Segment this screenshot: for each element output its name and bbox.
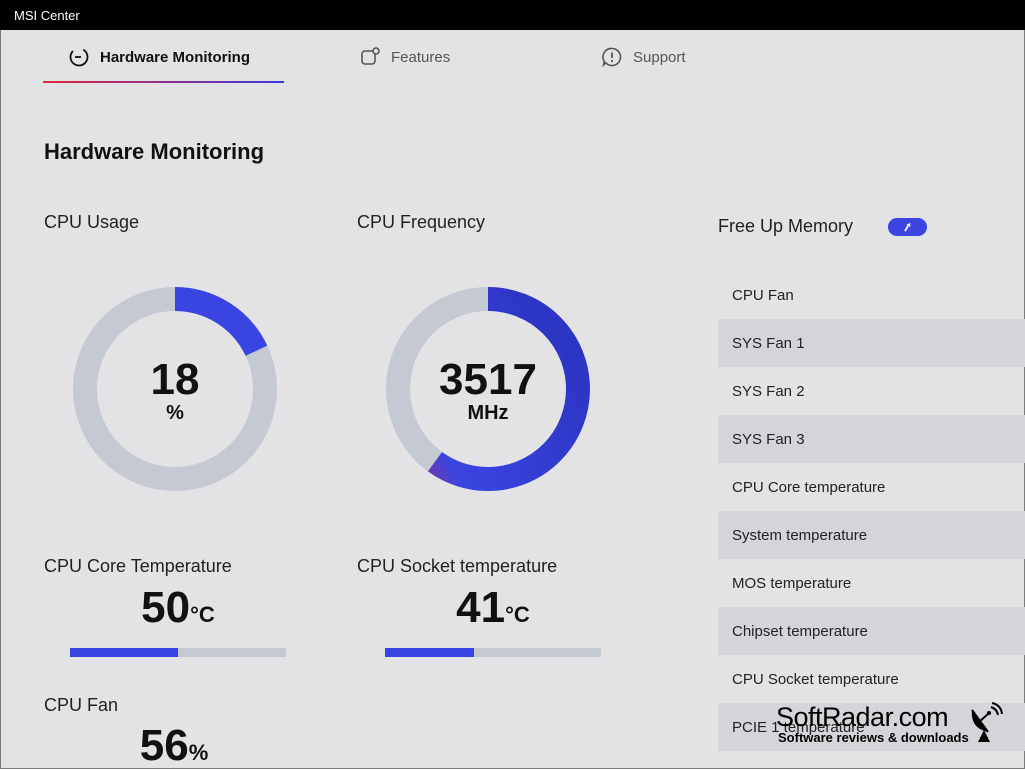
cpu-socket-temp-value: 41	[456, 583, 506, 632]
cpu-core-temp-value: 50	[141, 583, 191, 632]
boost-arrow-icon	[903, 223, 910, 232]
cpu-frequency-label: CPU Frequency	[357, 212, 486, 232]
cpu-frequency-value: 3517	[439, 355, 537, 404]
cpu-usage-label: CPU Usage	[44, 212, 140, 232]
free-memory-label: Free Up Memory	[718, 216, 854, 236]
softradar-watermark: SoftRadar.com Software reviews & downloa…	[776, 702, 1016, 750]
tab-support[interactable]: Support	[601, 30, 686, 84]
page-title: Hardware Monitoring	[44, 139, 265, 164]
sensor-item-mos-temperature[interactable]: MOS temperature	[732, 574, 852, 592]
cpu-fan-unit: %	[188, 740, 209, 765]
cpu-socket-temp-label: CPU Socket temperature	[357, 556, 558, 576]
gauge-icon	[69, 47, 89, 67]
bar-fill	[385, 648, 474, 657]
cpu-frequency-unit: MHz	[467, 402, 509, 424]
cpu-fan-value: 56	[139, 721, 189, 769]
tab-label: Support	[633, 48, 686, 66]
gauge-arc	[386, 287, 590, 491]
sensor-item-chipset-temperature[interactable]: Chipset temperature	[718, 607, 1025, 655]
support-icon	[602, 47, 622, 68]
cpu-core-temp-bar	[70, 648, 286, 657]
cpu-socket-temp-readout: 41°C	[385, 584, 601, 639]
window-title: MSI Center	[14, 8, 80, 23]
sensor-item-system-temperature[interactable]: System temperature	[718, 511, 1025, 559]
bar-fill	[70, 648, 178, 657]
tab-label: Hardware Monitoring	[100, 48, 251, 66]
active-tab-indicator	[43, 81, 284, 83]
sensor-item-cpu-core-temperature[interactable]: CPU Core temperature	[732, 478, 886, 496]
sensor-list: CPU Fan SYS Fan 1 SYS Fan 2 SYS Fan 3 CP…	[718, 271, 1025, 751]
sensor-item-cpu-fan[interactable]: CPU Fan	[732, 286, 794, 304]
cpu-frequency-readout: 3517 MHz	[408, 355, 568, 425]
cpu-socket-temp-bar	[385, 648, 601, 657]
sensor-item-sys-fan-3[interactable]: SYS Fan 3	[718, 415, 1025, 463]
tab-hardware-monitoring[interactable]: Hardware Monitoring	[68, 30, 250, 84]
cpu-fan-label: CPU Fan	[44, 695, 119, 715]
cpu-core-temp-readout: 50°C	[70, 584, 286, 639]
window-titlebar: MSI Center	[0, 0, 1025, 30]
cpu-fan-readout: 56%	[66, 722, 282, 769]
sensor-item-sys-fan-1[interactable]: SYS Fan 1	[718, 319, 1025, 367]
cpu-usage-value: 18	[150, 355, 200, 404]
watermark-sub-text: Software reviews & downloads	[778, 730, 969, 745]
cpu-frequency-gauge	[386, 287, 590, 491]
cpu-usage-readout: 18 %	[95, 355, 255, 425]
cpu-socket-temp-unit: °C	[505, 602, 530, 627]
watermark-main-text: SoftRadar.com	[776, 702, 949, 732]
features-icon	[361, 47, 380, 65]
free-memory-button[interactable]	[888, 218, 927, 236]
sensor-item-sys-fan-2[interactable]: SYS Fan 2	[732, 382, 805, 400]
cpu-usage-unit: %	[166, 402, 184, 424]
cpu-usage-gauge	[73, 287, 277, 491]
tab-label: Features	[391, 48, 451, 66]
cpu-core-temp-unit: °C	[190, 602, 215, 627]
main-tabs: Hardware Monitoring Features Support	[0, 30, 1025, 86]
cpu-core-temp-label: CPU Core Temperature	[44, 556, 232, 576]
radar-dish-icon	[971, 702, 1003, 742]
sensor-item-cpu-socket-temperature[interactable]: CPU Socket temperature	[732, 670, 899, 688]
tab-features[interactable]: Features	[359, 30, 450, 84]
gauge-arc	[73, 287, 277, 491]
